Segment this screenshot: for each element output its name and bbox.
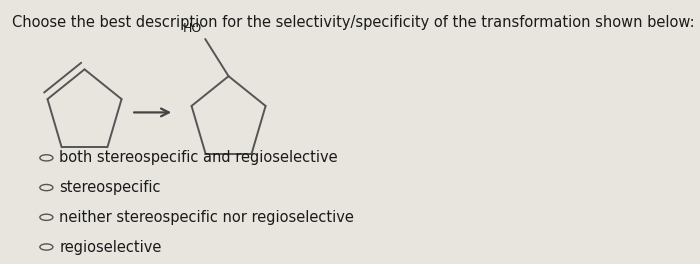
Text: Choose the best description for the selectivity/specificity of the transformatio: Choose the best description for the sele… — [12, 15, 694, 30]
Text: stereospecific: stereospecific — [59, 180, 160, 195]
Text: regioselective: regioselective — [59, 239, 162, 254]
Text: neither stereospecific nor regioselective: neither stereospecific nor regioselectiv… — [59, 210, 354, 225]
Text: HO: HO — [183, 22, 202, 35]
Text: both stereospecific and regioselective: both stereospecific and regioselective — [59, 150, 338, 165]
